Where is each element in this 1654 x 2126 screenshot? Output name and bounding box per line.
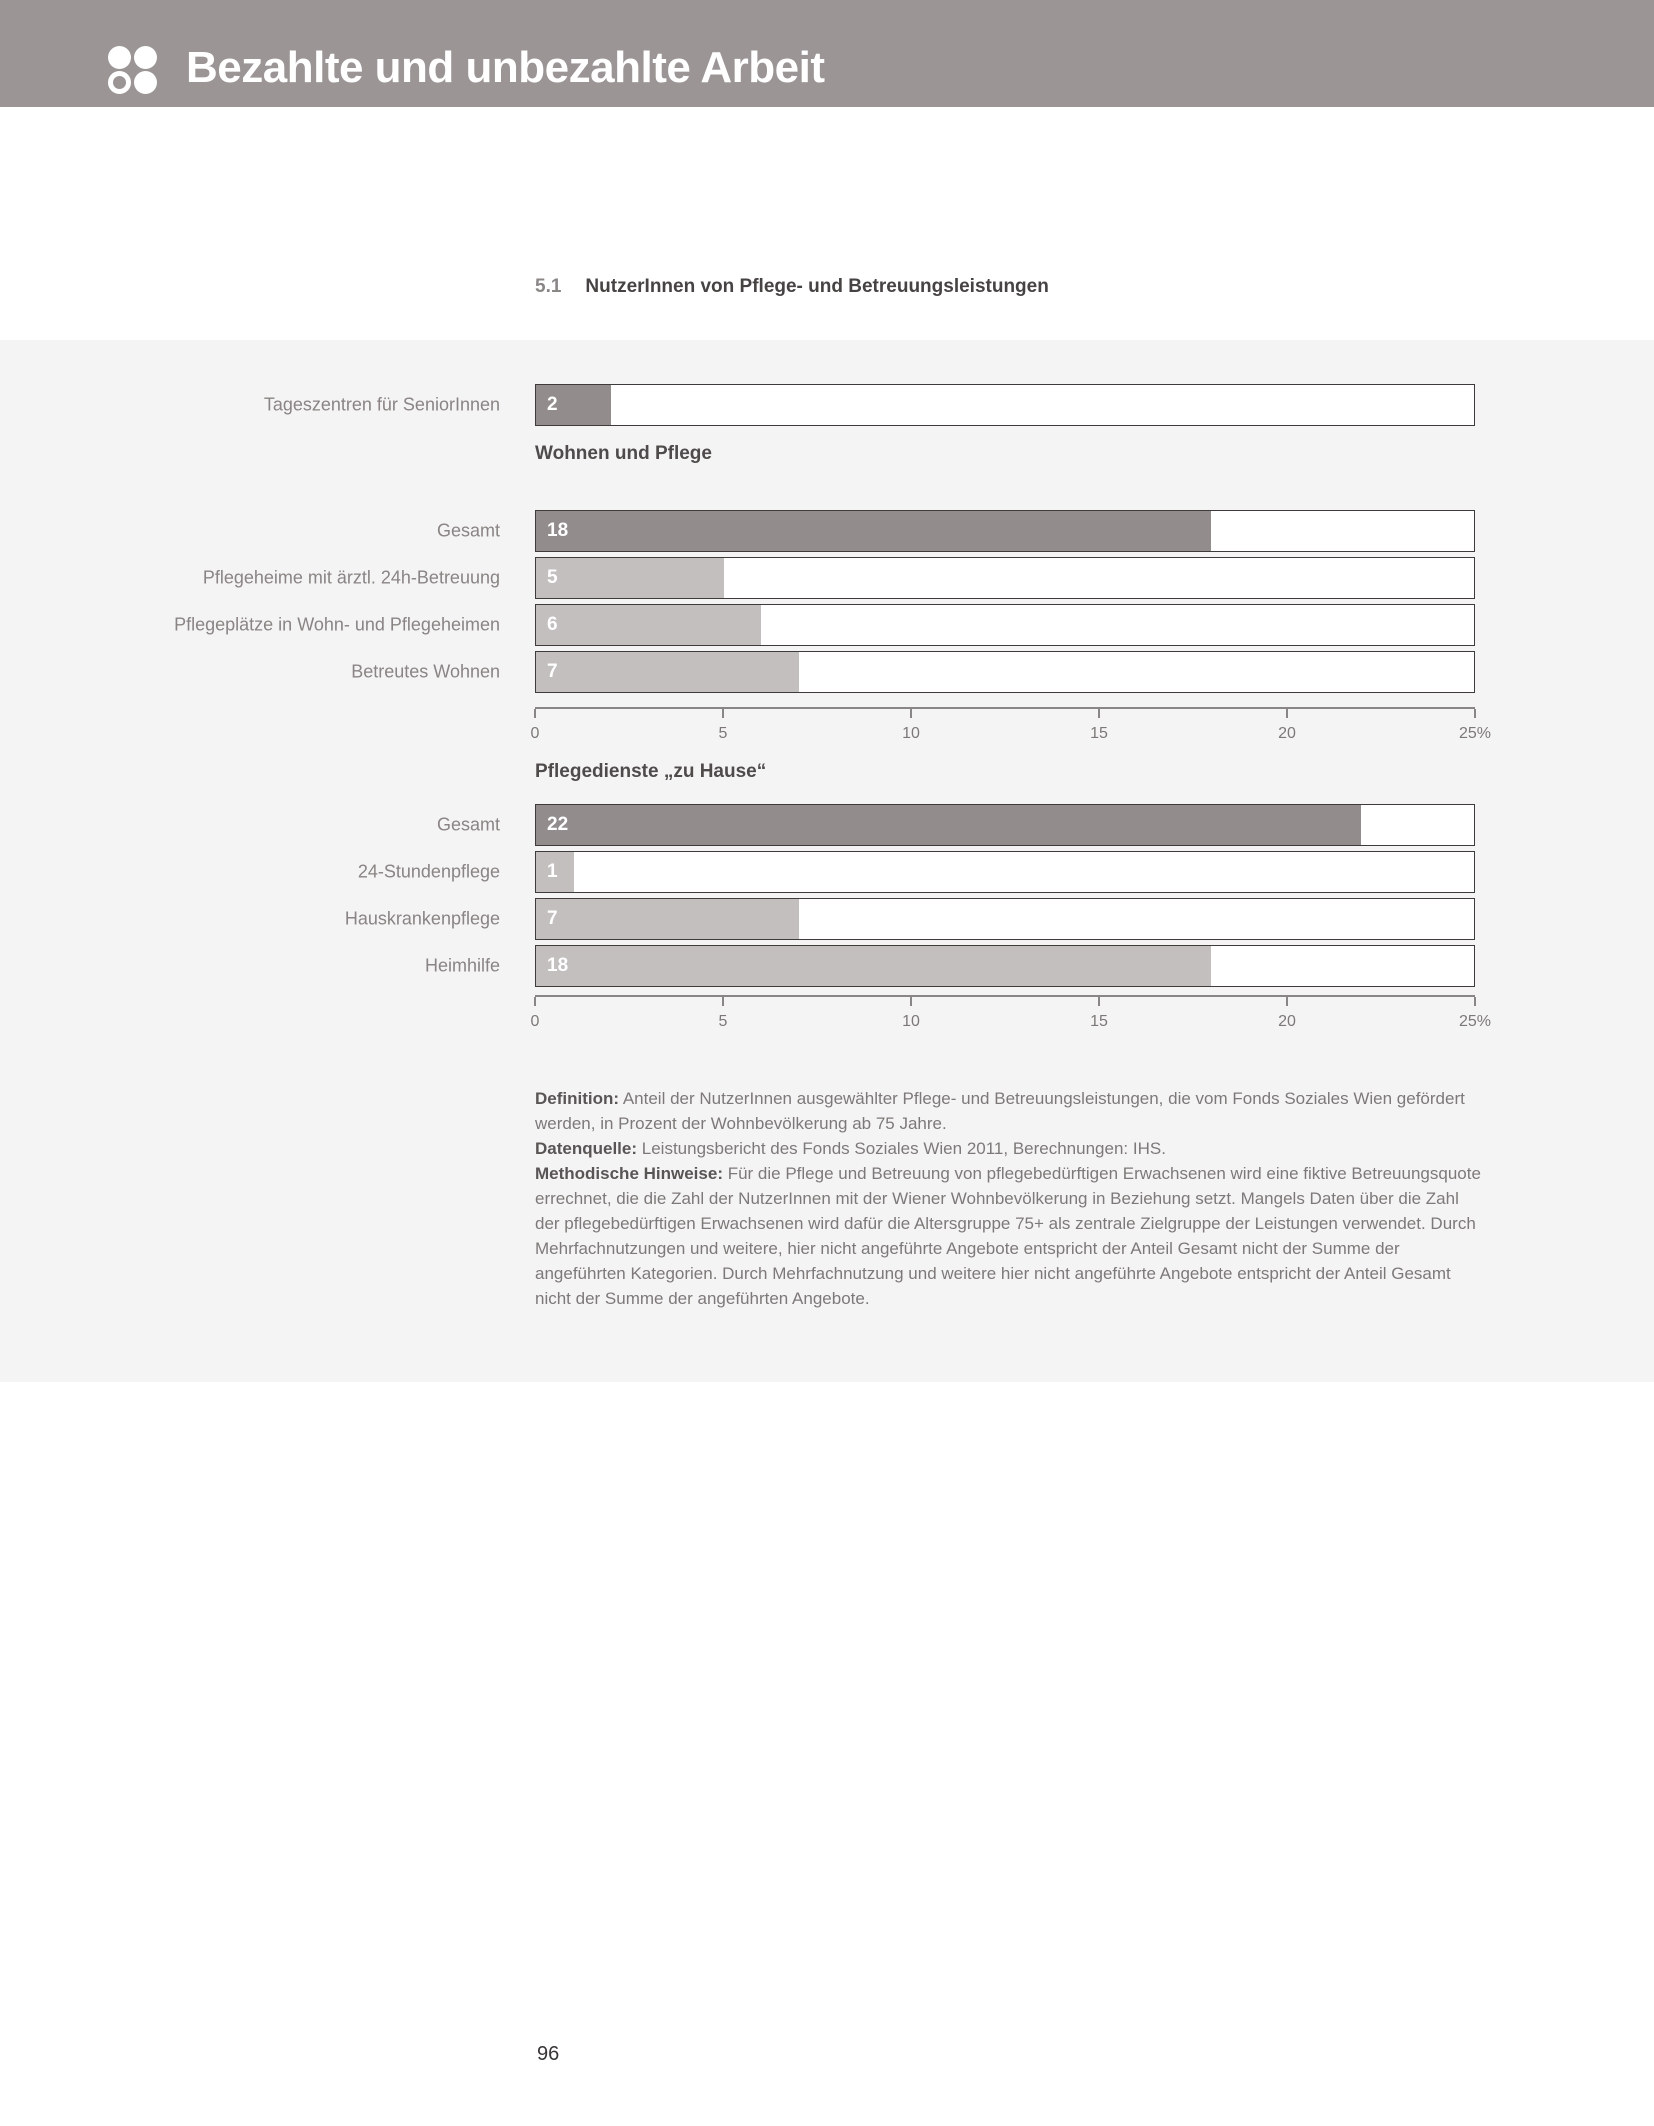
axis-tick <box>1286 709 1288 718</box>
axis-tick-label: 5 <box>718 725 728 742</box>
bar-track: 7 <box>535 651 1475 693</box>
bar-fill: 22 <box>536 805 1362 845</box>
bar-value: 1 <box>547 861 558 882</box>
axis-tick <box>1286 997 1288 1006</box>
axis-tick-label: 15 <box>1090 725 1108 742</box>
axis-tick <box>534 997 536 1006</box>
bar-row: Pflegeheime mit ärztl. 24h-Betreuung 5 <box>0 557 1475 599</box>
bar-row: Heimhilfe 18 <box>0 945 1475 987</box>
bar-label: 24-Stundenpflege <box>357 861 500 882</box>
bar-fill: 2 <box>536 385 612 425</box>
axis-tick-label: 0 <box>530 1013 540 1030</box>
bar-track: 7 <box>535 898 1475 940</box>
bar-value: 7 <box>547 908 558 929</box>
bar-row: Pflegeplätze in Wohn- und Pflegeheimen 6 <box>0 604 1475 646</box>
axis-tick <box>1098 997 1100 1006</box>
bar-row: 24-Stundenpflege 1 <box>0 851 1475 893</box>
page-number: 96 <box>537 2043 560 2065</box>
note-definition-text: Anteil der NutzerInnen ausgewählter Pfle… <box>535 1089 1465 1133</box>
axis-tick-label: 10 <box>902 1013 920 1030</box>
logo-circle-outline <box>108 71 131 94</box>
note-definition-label: Definition: <box>535 1089 620 1108</box>
bar-track: 22 <box>535 804 1475 846</box>
bar-label: Gesamt <box>436 814 500 835</box>
bar-track: 5 <box>535 557 1475 599</box>
bar-fill: 7 <box>536 899 799 939</box>
axis-tick-label: 25% <box>1458 725 1492 742</box>
axis-tick-label: 20 <box>1278 725 1296 742</box>
bar-row: Tageszentren für SeniorInnen 2 <box>0 384 1475 426</box>
logo-circle <box>134 71 157 94</box>
bar-track: 1 <box>535 851 1475 893</box>
bar-value: 6 <box>547 614 558 635</box>
axis-tick <box>722 997 724 1006</box>
axis-tick-label: 0 <box>530 725 540 742</box>
bar-row: Betreutes Wohnen 7 <box>0 651 1475 693</box>
bar-track: 18 <box>535 510 1475 552</box>
axis-tick <box>534 709 536 718</box>
chart-group-tageszentren: Tageszentren für SeniorInnen 2 <box>0 384 1475 426</box>
bar-label: Tageszentren für SeniorInnen <box>263 394 500 415</box>
note-definition: Definition: Anteil der NutzerInnen ausge… <box>535 1086 1485 1136</box>
group-heading-wohnen-und-pflege: Wohnen und Pflege <box>535 443 712 464</box>
axis-tick <box>1474 997 1476 1006</box>
bar-row: Hauskrankenpflege 7 <box>0 898 1475 940</box>
axis-tick <box>910 997 912 1006</box>
bar-label: Pflegeplätze in Wohn- und Pflegeheimen <box>174 614 500 635</box>
bar-row: Gesamt 18 <box>0 510 1475 552</box>
chart-group-wohnen-und-pflege: Gesamt 18 Pflegeheime mit ärztl. 24h-Betre… <box>0 510 1475 693</box>
note-methods-label: Methodische Hinweise: <box>535 1164 723 1183</box>
bar-fill: 18 <box>536 511 1212 551</box>
note-datasource-label: Datenquelle: <box>535 1139 638 1158</box>
bar-value: 22 <box>547 814 569 835</box>
section-heading: 5.1 NutzerInnen von Pflege- und Betreuung… <box>535 276 1049 298</box>
bar-value: 7 <box>547 661 558 682</box>
axis-tick-label: 20 <box>1278 1013 1296 1030</box>
bar-value: 18 <box>547 520 569 541</box>
note-datasource: Datenquelle: Leistungsbericht des Fonds … <box>535 1136 1485 1161</box>
x-axis: 0 5 10 15 20 25% <box>531 995 1491 1035</box>
axis-tick <box>1474 709 1476 718</box>
axis-tick <box>910 709 912 718</box>
bar-track: 2 <box>535 384 1475 426</box>
chapter-title: Bezahlte und unbezahlte Arbeit <box>186 43 825 92</box>
bar-row: Gesamt 22 <box>0 804 1475 846</box>
note-datasource-text: Leistungsbericht des Fonds Soziales Wien… <box>637 1139 1166 1158</box>
bar-fill: 1 <box>536 852 574 892</box>
bar-value: 5 <box>547 567 558 588</box>
note-methods-text: Für die Pflege und Betreuung von pflegeb… <box>535 1164 1481 1308</box>
bar-value: 2 <box>547 394 558 415</box>
section-number: 5.1 <box>535 276 562 297</box>
axis-tick <box>722 709 724 718</box>
axis-tick <box>1098 709 1100 718</box>
axis-tick-label: 10 <box>902 725 920 742</box>
bar-label: Hauskrankenpflege <box>344 908 500 929</box>
chart-group-pflegedienste-zu-hause: Gesamt 22 24-Stundenpflege 1 Hauskrankenpfle… <box>0 804 1475 987</box>
bar-track: 6 <box>535 604 1475 646</box>
bar-label: Pflegeheime mit ärztl. 24h-Betreuung <box>202 567 500 588</box>
bar-value: 18 <box>547 955 569 976</box>
axis-tick-label: 15 <box>1090 1013 1108 1030</box>
group-heading-pflegedienste-zu-hause: Pflegedienste „zu Hause“ <box>535 761 767 782</box>
bar-label: Gesamt <box>436 520 500 541</box>
bar-label: Heimhilfe <box>424 955 500 976</box>
figure-notes: Definition: Anteil der NutzerInnen ausge… <box>535 1086 1485 1311</box>
logo-circle <box>108 46 131 69</box>
bar-label: Betreutes Wohnen <box>351 661 500 682</box>
four-circles-logo-icon <box>108 46 158 94</box>
bar-fill: 18 <box>536 946 1212 986</box>
section-title: NutzerInnen von Pflege- und Betreuungsle… <box>585 276 1049 297</box>
x-axis: 0 5 10 15 20 25% <box>531 707 1491 747</box>
chapter-header-band: Bezahlte und unbezahlte Arbeit <box>0 0 1654 107</box>
bar-fill: 5 <box>536 558 724 598</box>
bar-fill: 6 <box>536 605 762 645</box>
logo-circle <box>134 46 157 69</box>
axis-tick-label: 5 <box>718 1013 728 1030</box>
note-methods: Methodische Hinweise: Für die Pflege und… <box>535 1161 1485 1311</box>
bar-track: 18 <box>535 945 1475 987</box>
axis-tick-label: 25% <box>1458 1013 1492 1030</box>
bar-fill: 7 <box>536 652 799 692</box>
